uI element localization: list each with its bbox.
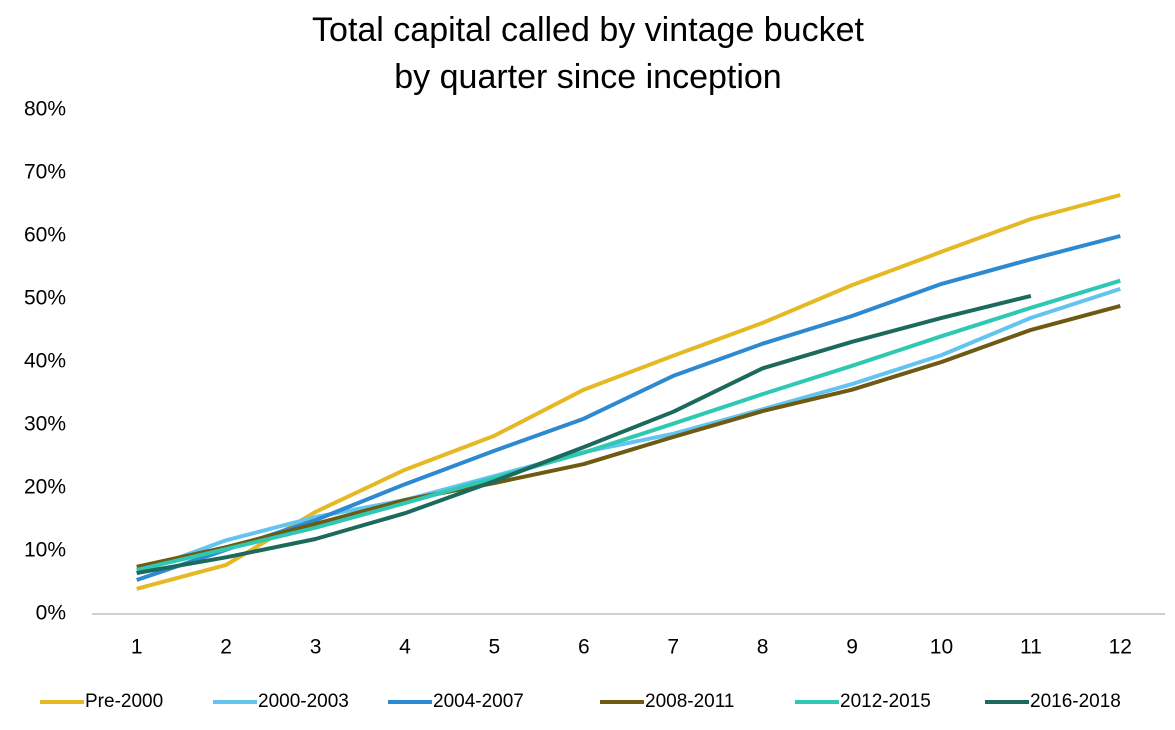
y-tick-label: 50% xyxy=(24,287,66,310)
series-line xyxy=(136,293,1032,575)
y-tick-label: 80% xyxy=(24,98,66,121)
x-tick-label: 7 xyxy=(667,636,679,659)
series-line xyxy=(136,303,1121,569)
legend-label: 2012-2015 xyxy=(840,691,931,712)
legend-label: 2004-2007 xyxy=(433,691,524,712)
legend-label: 2016-2018 xyxy=(1030,691,1121,712)
series-line xyxy=(136,286,1121,575)
y-tick-label: 40% xyxy=(24,350,66,373)
x-tick-label: 6 xyxy=(578,636,590,659)
x-tick-label: 4 xyxy=(399,636,411,659)
series-line xyxy=(136,234,1121,582)
y-tick-label: 60% xyxy=(24,224,66,247)
x-tick-label: 1 xyxy=(131,636,143,659)
legend-label: Pre-2000 xyxy=(85,691,163,712)
x-tick-label: 10 xyxy=(930,636,953,659)
x-tick-label: 5 xyxy=(489,636,501,659)
x-tick-label: 9 xyxy=(846,636,858,659)
y-tick-label: 20% xyxy=(24,476,66,499)
x-tick-label: 8 xyxy=(757,636,769,659)
chart-title: by quarter since inception xyxy=(394,58,781,96)
legend-label: 2000-2003 xyxy=(258,691,349,712)
legend-label: 2008-2011 xyxy=(645,691,734,712)
y-tick-label: 30% xyxy=(24,413,66,436)
x-tick-label: 12 xyxy=(1109,636,1132,659)
x-tick-label: 11 xyxy=(1020,636,1042,659)
y-tick-label: 0% xyxy=(36,602,66,625)
y-tick-label: 10% xyxy=(24,539,66,562)
x-tick-label: 2 xyxy=(220,636,232,659)
series-line xyxy=(136,278,1121,572)
y-tick-label: 70% xyxy=(24,161,66,184)
x-tick-label: 3 xyxy=(310,636,322,659)
chart-title: Total capital called by vintage bucket xyxy=(312,11,864,49)
